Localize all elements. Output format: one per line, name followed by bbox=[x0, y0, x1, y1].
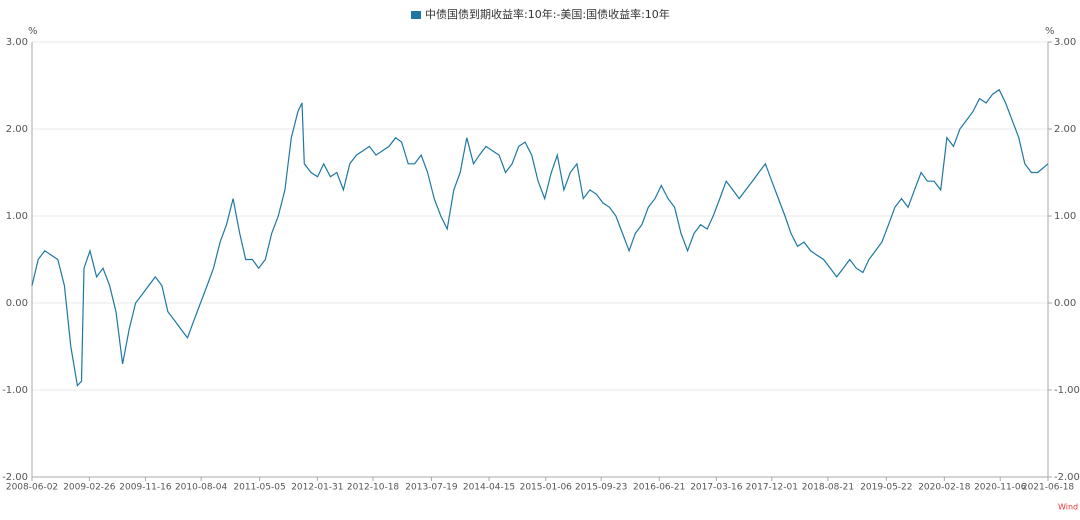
x-tick-label: 2020-11-06 bbox=[974, 483, 1027, 493]
x-tick-label: 2019-05-22 bbox=[860, 483, 912, 493]
y-unit: % bbox=[28, 26, 38, 37]
x-tick-label: 2017-03-16 bbox=[690, 483, 743, 493]
x-tick-label: 2011-05-05 bbox=[233, 483, 285, 493]
x-tick-label: 2020-02-18 bbox=[918, 483, 971, 493]
legend-swatch bbox=[411, 11, 421, 19]
y2-tick-label: -1.00 bbox=[1054, 385, 1080, 396]
y2-tick-label: 0.00 bbox=[1054, 298, 1076, 309]
y2-tick-label: 1.00 bbox=[1054, 211, 1076, 222]
x-tick-label: 2010-08-04 bbox=[175, 483, 228, 493]
y2-tick-label: -2.00 bbox=[1054, 472, 1080, 483]
x-tick-label: 2021-06-18 bbox=[1022, 483, 1075, 493]
x-tick-label: 2009-11-16 bbox=[119, 483, 172, 493]
y2-tick-label: 2.00 bbox=[1054, 124, 1076, 135]
source: Wind bbox=[1058, 503, 1078, 512]
legend-label: 中债国债到期收益率:10年:-美国:国债收益率:10年 bbox=[425, 7, 670, 21]
x-tick-label: 2016-06-21 bbox=[633, 483, 685, 493]
x-tick-label: 2012-10-18 bbox=[347, 483, 400, 493]
y-tick-label: 1.00 bbox=[6, 211, 28, 222]
x-tick-label: 2013-07-19 bbox=[405, 483, 458, 493]
y-tick-label: 2.00 bbox=[6, 124, 28, 135]
y-tick-label: -2.00 bbox=[2, 472, 28, 483]
y2-tick-label: 3.00 bbox=[1054, 37, 1076, 48]
x-tick-label: 2017-12-01 bbox=[746, 483, 798, 493]
x-tick-label: 2008-06-02 bbox=[6, 483, 58, 493]
x-tick-label: 2009-02-26 bbox=[63, 483, 116, 493]
x-tick-label: 2018-08-21 bbox=[802, 483, 854, 493]
y-tick-label: -1.00 bbox=[2, 385, 28, 396]
line-series bbox=[31, 88, 1049, 387]
x-tick-label: 2015-01-06 bbox=[520, 483, 573, 493]
x-tick-label: 2014-04-15 bbox=[463, 483, 515, 493]
x-tick-label: 2015-09-23 bbox=[575, 483, 627, 493]
y-tick-label: 0.00 bbox=[6, 298, 28, 309]
y2-unit: % bbox=[1045, 26, 1055, 37]
y-tick-label: 3.00 bbox=[6, 37, 28, 48]
x-tick-label: 2012-01-31 bbox=[291, 483, 343, 493]
